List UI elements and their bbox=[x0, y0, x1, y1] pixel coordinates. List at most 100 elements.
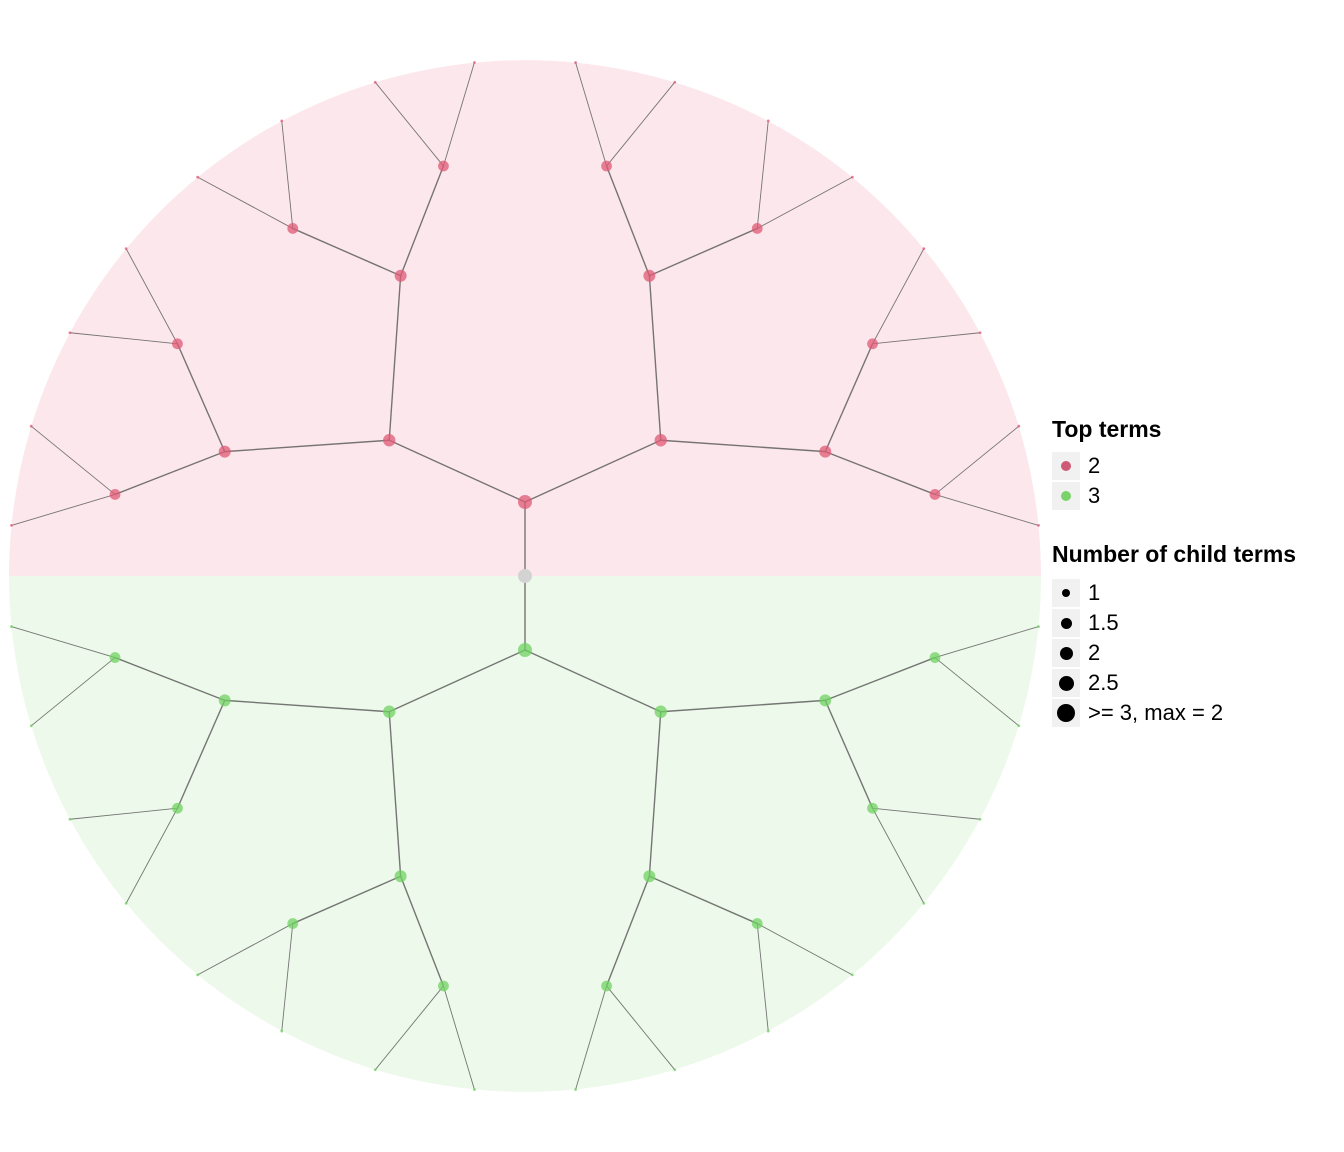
tree-node-group-2 bbox=[929, 489, 941, 500]
top-terms-legend-title: Top terms bbox=[1052, 416, 1162, 442]
legend-key-size-2-5 bbox=[1052, 669, 1080, 697]
tree-node-group-3 bbox=[601, 980, 612, 992]
tree-edge bbox=[197, 176, 293, 229]
tree-node-group-3 bbox=[922, 901, 926, 905]
legend-dot-size-2 bbox=[1059, 646, 1073, 660]
tree-edge bbox=[649, 875, 758, 925]
tree-node-group-3 bbox=[643, 870, 656, 883]
tree-node-group-3 bbox=[124, 901, 128, 905]
tree-edge bbox=[824, 700, 874, 809]
tree-node-group-2 bbox=[673, 80, 677, 84]
tree-node-group-2 bbox=[766, 119, 770, 123]
tree-node-group-2 bbox=[574, 61, 577, 64]
tree-node-group-3 bbox=[867, 802, 878, 814]
tree-edge bbox=[281, 923, 294, 1032]
legend-dot-size-1-5 bbox=[1060, 617, 1072, 629]
sector-group-2 bbox=[9, 60, 1041, 577]
tree-edge bbox=[224, 699, 390, 713]
legend-dot-size-1 bbox=[1062, 589, 1070, 597]
legend-key-size-3 bbox=[1052, 699, 1080, 727]
tree-node-group-2 bbox=[124, 247, 128, 251]
tree-node-group-2 bbox=[196, 175, 200, 179]
tree-edge bbox=[292, 875, 401, 925]
tree-edge bbox=[934, 626, 1039, 658]
child-terms-legend-title: Number of child terms bbox=[1052, 541, 1297, 567]
tree-node-group-2 bbox=[373, 80, 377, 84]
tree-node-group-3 bbox=[1037, 625, 1040, 628]
tree-edge bbox=[606, 985, 676, 1071]
tree-edge bbox=[756, 120, 769, 229]
tree-node-group-2 bbox=[10, 524, 13, 527]
tree-edge bbox=[69, 332, 178, 345]
legend-dot-size-3 bbox=[1057, 704, 1075, 722]
tree-node-group-3 bbox=[473, 1088, 476, 1091]
legend-key-size-2 bbox=[1052, 639, 1080, 667]
tree-edge bbox=[648, 275, 662, 441]
legend-key-group-2 bbox=[1052, 452, 1080, 480]
tree-node-group-2 bbox=[751, 223, 763, 234]
legend-key-size-1 bbox=[1052, 579, 1080, 607]
tree-edge bbox=[757, 923, 853, 976]
tree-edge bbox=[872, 808, 925, 904]
legend-item-size-2: 2 bbox=[1052, 638, 1296, 668]
legend-label-size-1-5: 1.5 bbox=[1088, 610, 1119, 635]
tree-node-group-2 bbox=[867, 338, 878, 350]
tree-edge bbox=[872, 332, 981, 345]
tree-node-group-3 bbox=[218, 694, 231, 707]
tree-node-group-3 bbox=[280, 1029, 284, 1033]
tree-edge bbox=[125, 808, 178, 904]
tree-root-node bbox=[518, 569, 532, 583]
tree-edge bbox=[388, 439, 526, 503]
tree-edge bbox=[756, 923, 769, 1032]
tree-node-group-3 bbox=[850, 973, 854, 977]
tree-edge bbox=[934, 425, 1020, 495]
tree-edge bbox=[176, 700, 226, 809]
tree-edge bbox=[605, 876, 651, 987]
tree-node-group-3 bbox=[438, 980, 449, 992]
tree-node-group-2 bbox=[383, 434, 396, 447]
tree-edge bbox=[575, 985, 607, 1090]
tree-node-group-3 bbox=[287, 918, 299, 929]
tree-node-group-3 bbox=[766, 1029, 770, 1033]
tree-node-group-2 bbox=[922, 247, 926, 251]
edges-layer bbox=[11, 62, 1039, 1090]
tree-edge bbox=[30, 425, 116, 495]
tree-edge bbox=[69, 807, 178, 820]
legend-label-group-2: 2 bbox=[1088, 453, 1101, 478]
nodes-layer bbox=[10, 61, 1040, 1091]
tree-node-group-3 bbox=[394, 870, 407, 883]
tree-node-group-2 bbox=[394, 269, 407, 282]
tree-edge bbox=[605, 165, 651, 276]
sector-group-3 bbox=[9, 576, 1041, 1092]
tree-node-group-2 bbox=[29, 424, 33, 428]
legend-item-size-2-5: 2.5 bbox=[1052, 668, 1296, 698]
legend-label-group-3: 3 bbox=[1088, 483, 1101, 508]
legend-key-size-1-5 bbox=[1052, 609, 1080, 637]
tree-edge bbox=[125, 248, 178, 344]
tree-edge bbox=[11, 626, 116, 658]
tree-node-group-2 bbox=[1037, 524, 1040, 527]
legend-dot-size-2-5 bbox=[1058, 675, 1074, 691]
tree-node-group-2 bbox=[68, 331, 72, 335]
tree-node-group-3 bbox=[1017, 724, 1021, 728]
child-terms-legend: Number of child terms 1 1.5 2 2.5 >= 3, … bbox=[1052, 541, 1296, 728]
tree-edge bbox=[575, 62, 607, 167]
legend-item-group-3: 3 bbox=[1052, 481, 1161, 511]
tree-edge bbox=[388, 711, 402, 877]
legend-item-size-1-5: 1.5 bbox=[1052, 608, 1296, 638]
legend-item-group-2: 2 bbox=[1052, 451, 1161, 481]
tree-edge bbox=[757, 176, 853, 229]
tree-node-group-2 bbox=[218, 445, 231, 458]
tree-edge bbox=[606, 81, 676, 167]
tree-node-group-2 bbox=[601, 160, 612, 172]
tree-edge bbox=[374, 81, 444, 167]
tree-edge bbox=[388, 649, 526, 713]
tree-node-group-3 bbox=[518, 643, 532, 657]
tree-node-group-3 bbox=[383, 705, 396, 718]
tree-edge bbox=[660, 699, 826, 713]
tree-edge bbox=[114, 450, 225, 496]
tree-edge bbox=[11, 494, 116, 526]
tree-edge bbox=[648, 711, 662, 877]
legend-label-size-2: 2 bbox=[1088, 640, 1101, 665]
tree-node-group-3 bbox=[673, 1068, 677, 1072]
